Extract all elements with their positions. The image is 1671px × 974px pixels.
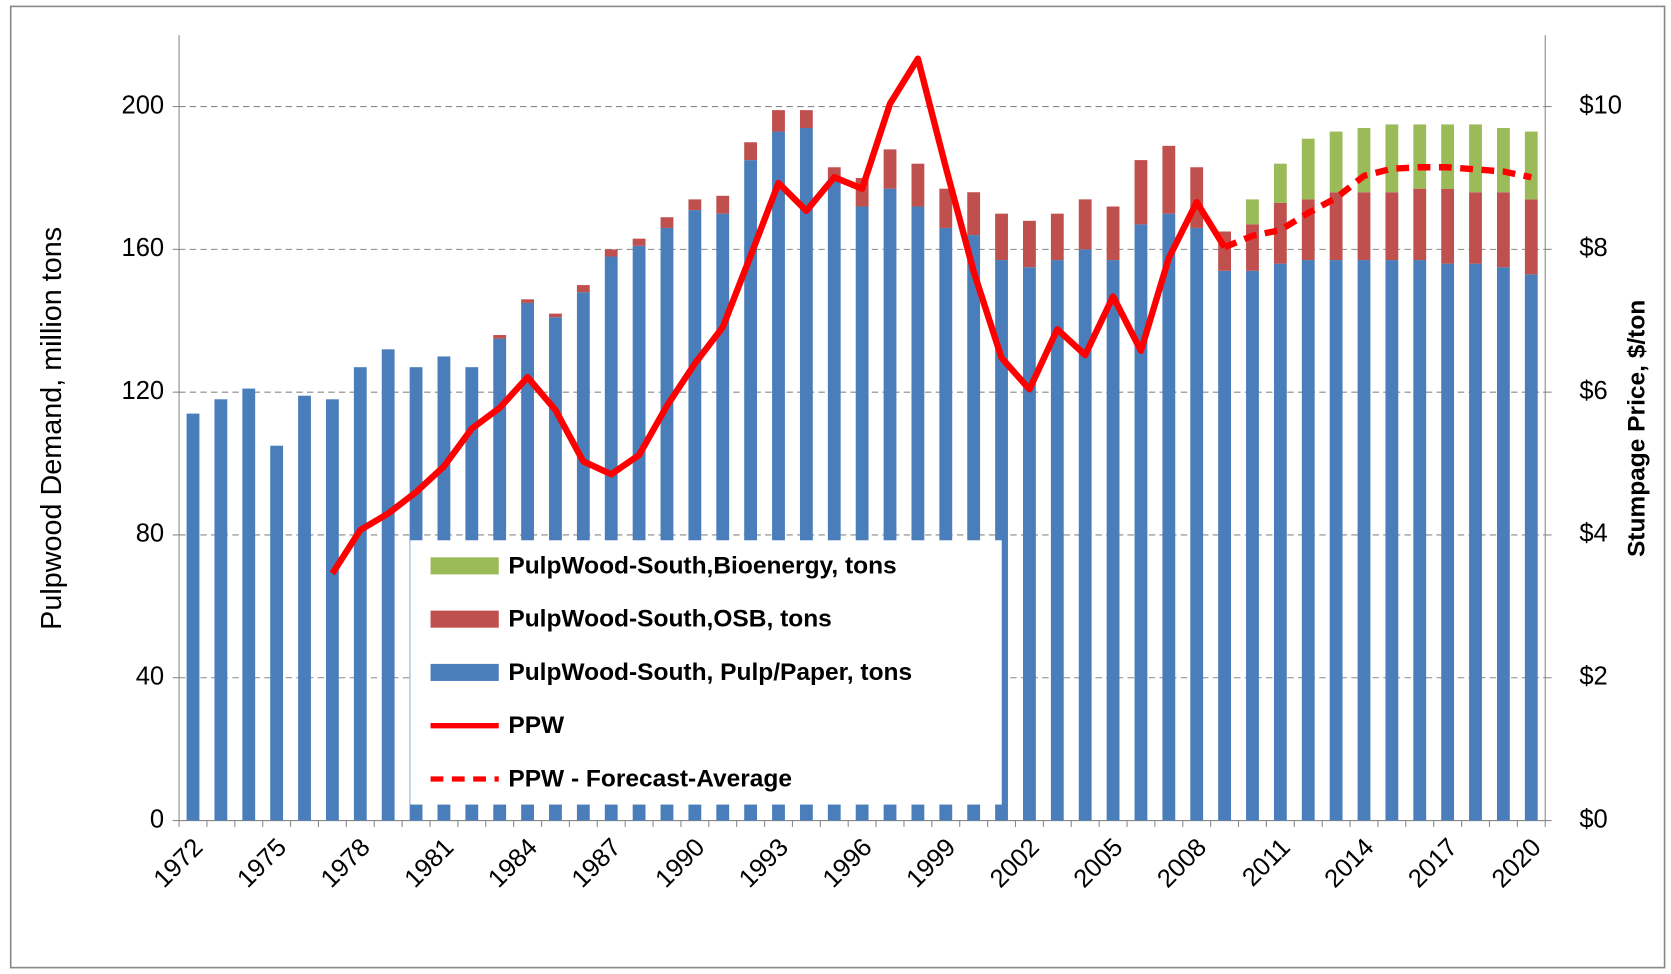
- bar-segment: [1385, 192, 1399, 261]
- bar-segment: [549, 313, 562, 318]
- bar-segment: [1441, 263, 1455, 821]
- bar-segment: [1078, 249, 1092, 821]
- bar-segment: [1413, 188, 1427, 261]
- bar-segment: [632, 238, 646, 246]
- bar-segment: [1273, 163, 1287, 203]
- bar-segment: [1246, 270, 1259, 821]
- bar-segment: [1385, 124, 1399, 193]
- bar-segment: [688, 199, 702, 211]
- bar-segment: [1078, 199, 1092, 250]
- bar-segment: [1496, 127, 1510, 193]
- bar-segment: [1496, 192, 1510, 268]
- bar-segment: [1023, 267, 1036, 821]
- bar-segment: [1469, 124, 1482, 193]
- bar-segment: [939, 188, 953, 228]
- legend-swatch: [430, 557, 499, 575]
- bar-segment: [911, 163, 925, 207]
- bar-segment: [214, 399, 228, 821]
- y2-axis-label: Stumpage Price, $/ton: [1623, 300, 1650, 557]
- bar-segment: [1134, 160, 1148, 225]
- y2-tick-label: $0: [1579, 805, 1607, 833]
- bar-segment: [967, 192, 981, 236]
- legend-swatch: [430, 610, 499, 628]
- bar-segment: [493, 335, 507, 339]
- legend-label: PulpWood-South,OSB, tons: [508, 606, 831, 633]
- bar-segment: [1441, 188, 1455, 264]
- y-tick-label: 40: [136, 663, 164, 691]
- y-tick-label: 160: [121, 234, 164, 262]
- bar-segment: [1524, 131, 1538, 200]
- line-series: [1223, 164, 1532, 251]
- bar-segment: [1190, 167, 1204, 228]
- bar-segment: [1413, 124, 1427, 189]
- bar-segment: [1329, 260, 1343, 821]
- bar-segment: [1441, 124, 1455, 189]
- y-tick-label: 0: [150, 805, 164, 833]
- bar-segment: [883, 149, 897, 189]
- bar-segment: [1301, 260, 1315, 821]
- bar-segment: [186, 413, 200, 821]
- y2-tick-label: $10: [1579, 91, 1622, 119]
- bar-segment: [827, 167, 841, 178]
- bar-segment: [1246, 199, 1259, 225]
- y2-tick-label: $8: [1579, 234, 1607, 262]
- bar-segment: [1301, 138, 1315, 200]
- bar-segment: [1273, 202, 1287, 264]
- bar-segment: [1134, 224, 1148, 821]
- y-axis-label: Pulpwood Demand, million tons: [36, 227, 68, 630]
- y2-tick-label: $6: [1579, 377, 1607, 405]
- bar-segment: [1329, 192, 1343, 261]
- bar-segment: [995, 213, 1008, 261]
- bar-segment: [1524, 274, 1538, 821]
- bar-segment: [576, 285, 590, 293]
- bar-segment: [1385, 260, 1399, 821]
- bar-segment: [1496, 267, 1510, 821]
- bar-segment: [1050, 213, 1064, 261]
- bar-segment: [1023, 220, 1036, 268]
- bar-segment: [325, 399, 339, 821]
- bar-segment: [1469, 192, 1482, 264]
- legend-label: PulpWood-South, Pulp/Paper, tons: [508, 659, 912, 686]
- bar-segment: [1469, 263, 1482, 821]
- legend-label: PulpWood-South,Bioenergy, tons: [508, 552, 896, 579]
- bar-segment: [270, 445, 284, 821]
- legend-box: [410, 540, 1002, 805]
- bar-segment: [1357, 192, 1371, 261]
- bar-segment: [1524, 199, 1538, 275]
- bar-segment: [521, 299, 534, 303]
- bar-segment: [1106, 260, 1120, 821]
- bar-segment: [772, 110, 785, 132]
- bar-segment: [242, 388, 256, 821]
- bar-segment: [744, 142, 758, 161]
- y-tick-label: 120: [121, 377, 164, 405]
- bar-segment: [1357, 260, 1371, 821]
- bar-segment: [1329, 131, 1343, 193]
- y2-tick-label: $4: [1579, 520, 1607, 548]
- y-tick-label: 80: [136, 520, 164, 548]
- legend-label: PPW - Forecast-Average: [508, 766, 792, 793]
- bar-segment: [660, 217, 674, 228]
- bar-segment: [381, 349, 395, 821]
- bar-segment: [298, 395, 311, 821]
- legend-swatch: [430, 663, 499, 681]
- bar-segment: [1050, 260, 1064, 821]
- bar-segment: [1106, 206, 1120, 261]
- bar-segment: [1413, 260, 1427, 821]
- line-series: [329, 55, 1228, 576]
- y2-tick-label: $2: [1579, 663, 1607, 691]
- bar-segment: [1190, 227, 1204, 821]
- bar-segment: [799, 110, 813, 128]
- bar-segment: [1162, 145, 1176, 214]
- bar-segment: [1218, 270, 1232, 821]
- bar-segment: [1162, 213, 1176, 821]
- bar-segment: [1273, 263, 1287, 821]
- bar-segment: [604, 249, 618, 257]
- bar-segment: [716, 195, 730, 214]
- bar-segment: [353, 367, 367, 821]
- legend-label: PPW: [508, 712, 565, 739]
- bar-segment: [1246, 224, 1259, 271]
- y-tick-label: 200: [121, 91, 164, 119]
- legend: PulpWood-South,Bioenergy, tons PulpWood-S…: [410, 540, 1002, 805]
